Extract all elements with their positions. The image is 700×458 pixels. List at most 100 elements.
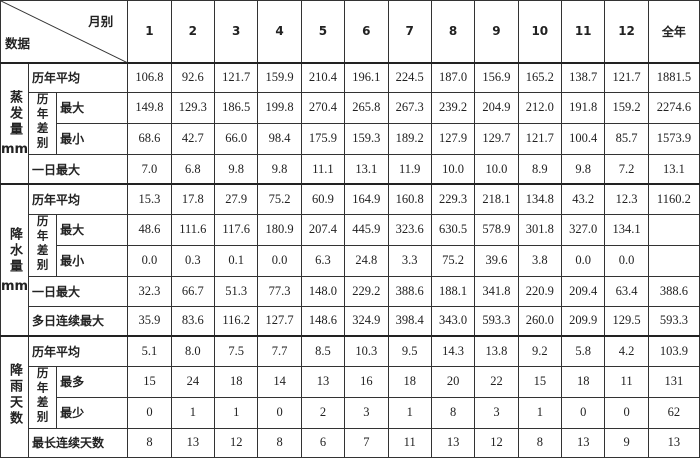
cell: 8 bbox=[430, 396, 476, 429]
column-header: 8 bbox=[430, 0, 476, 63]
cell: 129.5 bbox=[604, 305, 649, 337]
cell: 103.9 bbox=[647, 335, 700, 367]
cell: 32.3 bbox=[127, 275, 172, 307]
cell: 8 bbox=[127, 427, 172, 458]
cell: 2 bbox=[300, 396, 346, 429]
cell: 0.3 bbox=[170, 244, 216, 277]
cell: 20 bbox=[430, 365, 476, 398]
diff-label: 历年差别 bbox=[28, 213, 58, 277]
column-header: 4 bbox=[257, 0, 302, 63]
cell: 1573.9 bbox=[647, 122, 700, 155]
cell: 24 bbox=[170, 365, 216, 398]
cell: 0.0 bbox=[257, 244, 302, 277]
cell: 212.0 bbox=[517, 91, 563, 124]
corner-top: 月别 bbox=[88, 14, 114, 29]
cell: 66.7 bbox=[170, 275, 216, 307]
cell: 159.2 bbox=[604, 91, 649, 124]
cell: 129.3 bbox=[170, 91, 216, 124]
cell: 301.8 bbox=[517, 213, 563, 246]
cell: 0.0 bbox=[127, 244, 172, 277]
cell: 13.1 bbox=[647, 153, 700, 185]
cell: 207.4 bbox=[300, 213, 346, 246]
diff-text: 历年差别 bbox=[35, 214, 50, 273]
cell: 9.8 bbox=[257, 153, 302, 185]
cell: 187.0 bbox=[430, 61, 476, 93]
cell: 1 bbox=[387, 396, 432, 429]
cell: 445.9 bbox=[344, 213, 389, 246]
cell: 3.3 bbox=[387, 244, 432, 277]
cell: 111.6 bbox=[170, 213, 216, 246]
cell: 165.2 bbox=[517, 61, 563, 93]
row-label: 最大 bbox=[56, 91, 129, 124]
cell: 10.0 bbox=[430, 153, 476, 185]
cell: 388.6 bbox=[387, 275, 432, 307]
cell: 3 bbox=[344, 396, 389, 429]
cell: 148.0 bbox=[300, 275, 346, 307]
cell: 270.4 bbox=[300, 91, 346, 124]
cell: 7.5 bbox=[213, 335, 259, 367]
cell: 209.4 bbox=[560, 275, 606, 307]
cell: 134.8 bbox=[517, 183, 563, 215]
cell: 100.4 bbox=[560, 122, 606, 155]
cell: 1 bbox=[170, 396, 216, 429]
cell: 129.7 bbox=[474, 122, 519, 155]
cell: 210.4 bbox=[300, 61, 346, 93]
cell: 75.2 bbox=[257, 183, 302, 215]
cell: 593.3 bbox=[647, 305, 700, 337]
cell: 0.0 bbox=[560, 244, 606, 277]
column-header: 全年 bbox=[647, 0, 700, 63]
corner-cell: 月别数据 bbox=[0, 0, 129, 63]
cell: 149.8 bbox=[127, 91, 172, 124]
cell: 13.8 bbox=[474, 335, 519, 367]
cell: 8.9 bbox=[517, 153, 563, 185]
diff-text: 历年差别 bbox=[35, 92, 50, 151]
cell: 13 bbox=[560, 427, 606, 458]
row-label: 最少 bbox=[56, 396, 129, 429]
cell: 131 bbox=[647, 365, 700, 398]
column-header: 2 bbox=[170, 0, 216, 63]
cell: 9 bbox=[604, 427, 649, 458]
cell: 9.2 bbox=[517, 335, 563, 367]
cell: 6.3 bbox=[300, 244, 346, 277]
cell: 43.2 bbox=[560, 183, 606, 215]
cell: 13.1 bbox=[344, 153, 389, 185]
cell: 164.9 bbox=[344, 183, 389, 215]
cell: 218.1 bbox=[474, 183, 519, 215]
cell bbox=[647, 213, 700, 246]
cell: 578.9 bbox=[474, 213, 519, 246]
cell: 159.9 bbox=[257, 61, 302, 93]
cell: 323.6 bbox=[387, 213, 432, 246]
row-label: 历年平均 bbox=[28, 61, 129, 93]
group-label: 降水量 mm bbox=[0, 183, 30, 337]
cell: 7 bbox=[344, 427, 389, 458]
cell: 9.8 bbox=[213, 153, 259, 185]
cell: 24.8 bbox=[344, 244, 389, 277]
cell: 138.7 bbox=[560, 61, 606, 93]
cell: 16 bbox=[344, 365, 389, 398]
cell: 7.7 bbox=[257, 335, 302, 367]
cell: 63.4 bbox=[604, 275, 649, 307]
cell: 593.3 bbox=[474, 305, 519, 337]
cell: 186.5 bbox=[213, 91, 259, 124]
cell: 121.7 bbox=[213, 61, 259, 93]
diff-label: 历年差别 bbox=[28, 365, 58, 429]
column-header: 7 bbox=[387, 0, 432, 63]
cell: 229.3 bbox=[430, 183, 476, 215]
column-header: 9 bbox=[474, 0, 519, 63]
row-label: 历年平均 bbox=[28, 335, 129, 367]
cell: 0.1 bbox=[213, 244, 259, 277]
corner-bottom: 数据 bbox=[5, 35, 31, 51]
cell: 39.6 bbox=[474, 244, 519, 277]
cell: 15 bbox=[517, 365, 563, 398]
column-header: 3 bbox=[213, 0, 259, 63]
cell: 229.2 bbox=[344, 275, 389, 307]
cell: 42.7 bbox=[170, 122, 216, 155]
cell: 191.8 bbox=[560, 91, 606, 124]
column-header: 10 bbox=[517, 0, 563, 63]
cell: 13 bbox=[430, 427, 476, 458]
cell: 6 bbox=[300, 427, 346, 458]
cell: 267.3 bbox=[387, 91, 432, 124]
row-label: 最小 bbox=[56, 122, 129, 155]
cell: 12.3 bbox=[604, 183, 649, 215]
group-unit: mm bbox=[1, 141, 29, 157]
